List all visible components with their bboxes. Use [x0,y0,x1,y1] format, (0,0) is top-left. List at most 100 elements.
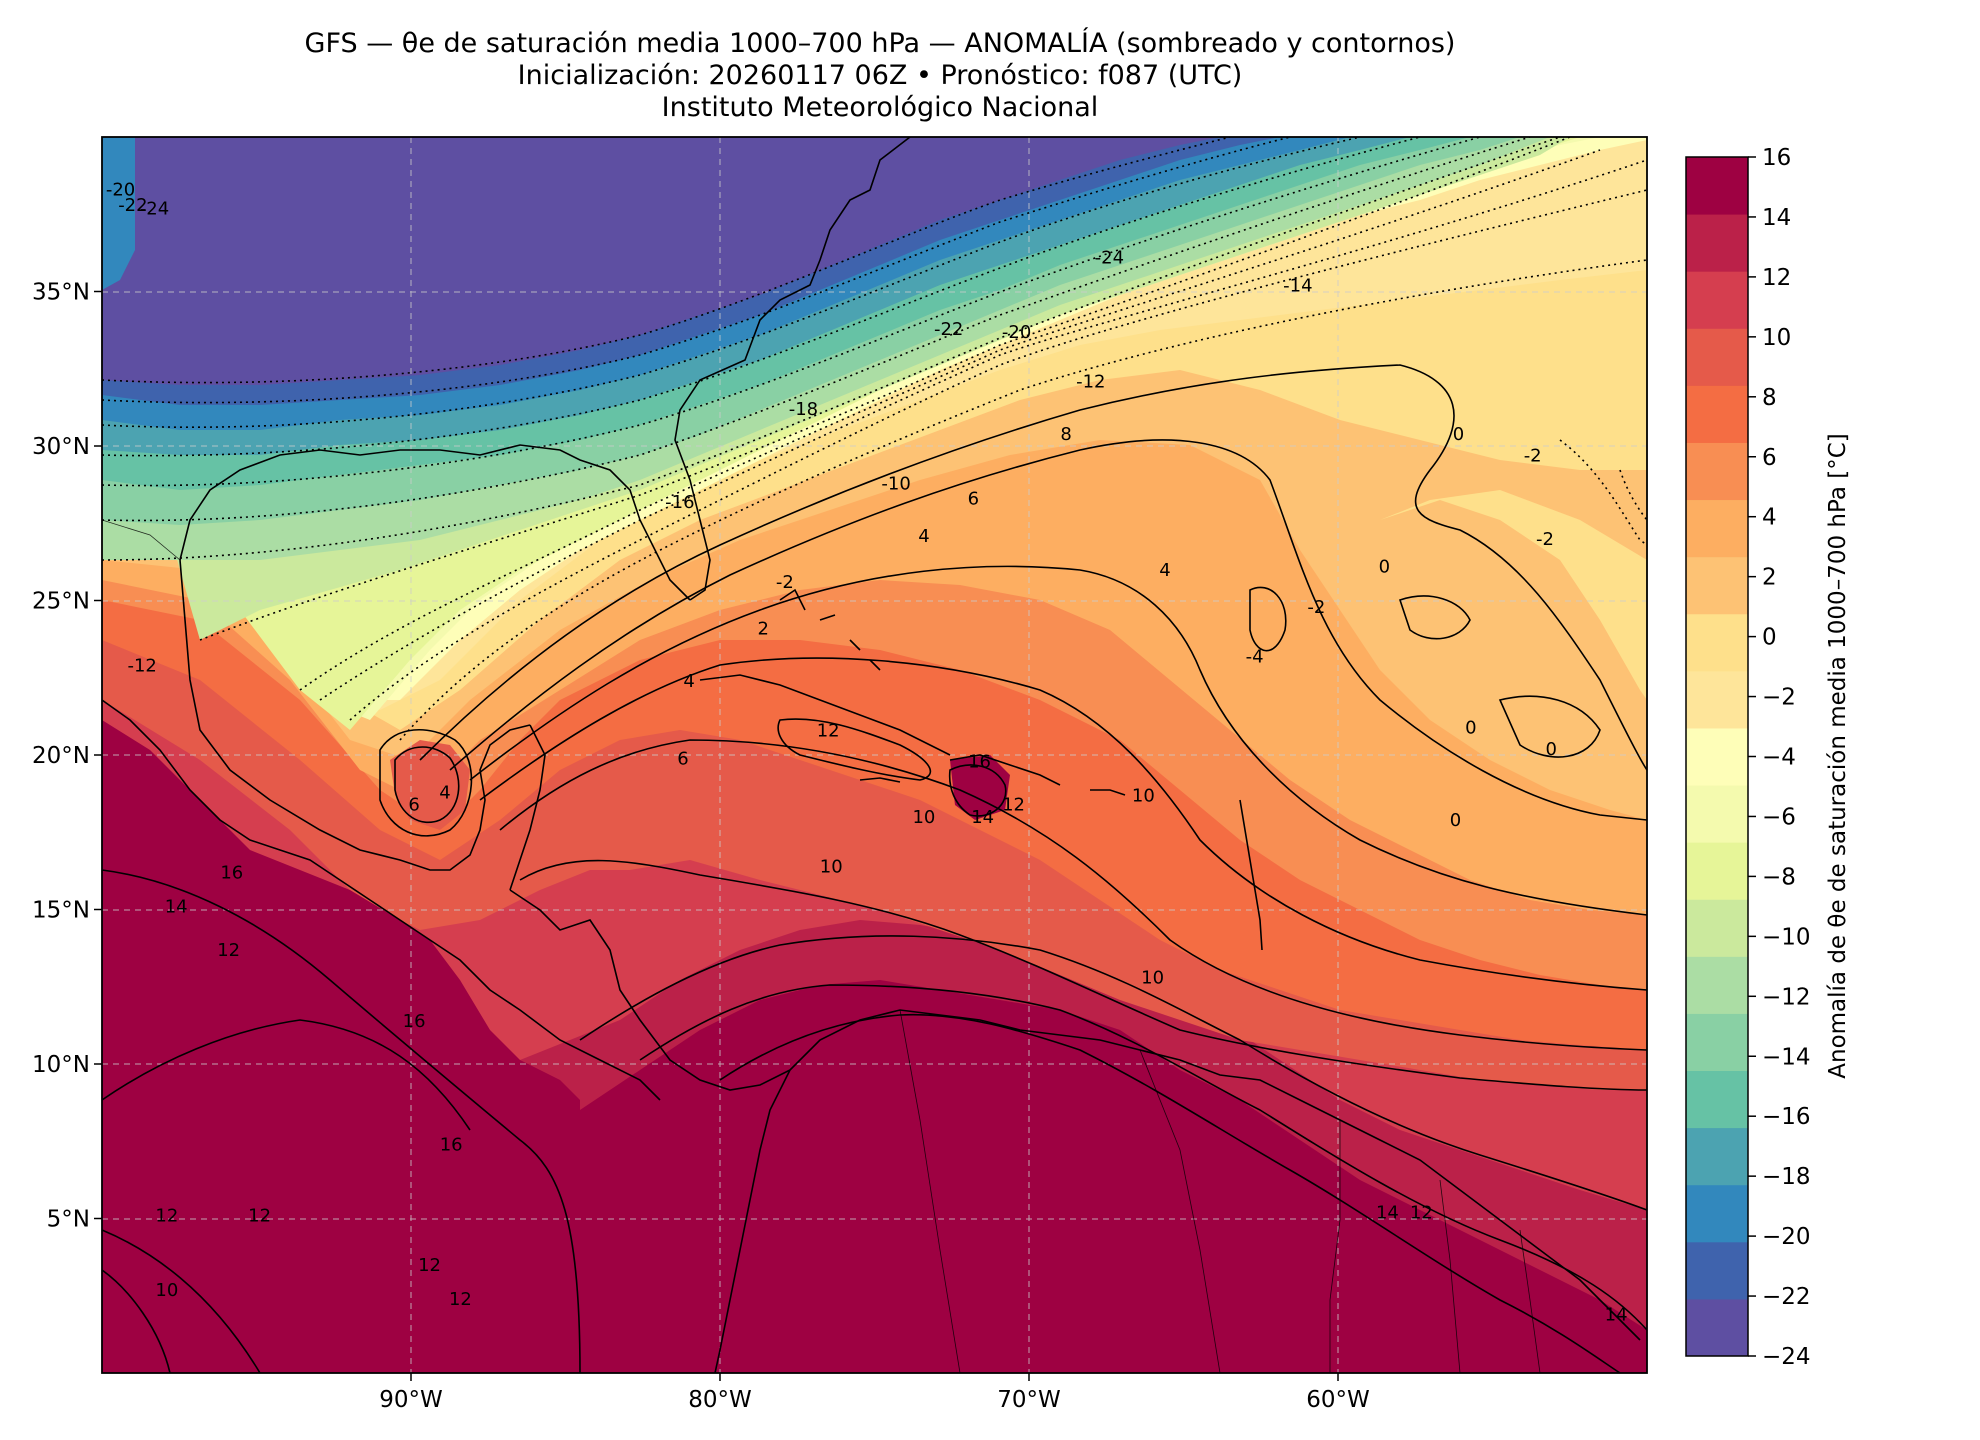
contour-label: 12 [1410,1203,1433,1224]
contour-label: 14 [1605,1304,1628,1325]
colorbar: 16 14 12 10 8 6 4 2 0 −2 −4 −6 −8 −10 −12 −14 −16 −18 −20 −… [1685,145,1851,1370]
colorbar-swatch [1686,1070,1748,1129]
lon-tick-label: 80°W [688,1387,752,1413]
lon-axis: 90°W 80°W 70°W 60°W [379,1373,1370,1413]
colorbar-ticks: 16 14 12 10 8 6 4 2 0 −2 −4 −6 −8 −10 −12 −14 −16 −18 −20 −… [1748,145,1811,1370]
colorbar-swatch [1686,899,1748,957]
shaded-field [102,137,1647,1373]
contour-label: 12 [418,1255,441,1276]
country-borders [102,519,1541,1373]
border-sa-3 [1329,1120,1341,1373]
contour-m22 [102,137,1291,404]
contour-east-0a [1398,595,1471,640]
colorbar-swatch [1686,956,1748,1014]
contour-label: -20 [1002,322,1031,343]
colorbar-tick-label: 12 [1762,265,1791,291]
band-hispaniola-warm [950,755,1010,820]
contour-label: 6 [677,748,688,769]
contour-label: 8 [1060,424,1071,445]
coast-puerto-rico [1090,789,1126,796]
contour-label: -22 [118,195,147,216]
contour-4 [469,565,1647,916]
colorbar-tick-label: 4 [1762,505,1777,531]
contour-label: 6 [968,489,979,510]
contour-label: 14 [971,807,994,828]
border-sa-5 [1519,1229,1541,1373]
contour-label: 14 [1376,1203,1399,1224]
contour-label: 12 [449,1289,472,1310]
contour-label: 10 [1132,785,1155,806]
lat-tick-label: 15°N [32,898,90,924]
contour-pacific-10 [102,1269,171,1373]
border-sa-2 [1139,1049,1221,1373]
contour-label: -12 [1076,371,1105,392]
contour-label: 12 [155,1206,178,1227]
colorbar-swatch [1686,385,1748,443]
colorbar-swatch [1686,271,1748,329]
contour-label: 14 [165,897,188,918]
map-subtitle-init: Inicialización: 20260117 06Z • Pronóstic… [517,60,1243,91]
colorbar-swatch [1686,499,1748,558]
contour-12 [579,935,1647,1211]
map-title: GFS — θe de saturación media 1000–700 hP… [304,28,1456,59]
contour-label: -20 [106,180,135,201]
colorbar-swatch [1686,556,1748,615]
border-us-mexico [102,519,181,561]
contour-label: -14 [1283,276,1312,297]
contour-8 [499,739,1647,1051]
lon-tick-label: 90°W [379,1387,443,1413]
colorbar-swatch [1686,1184,1748,1243]
colorbar-swatch [1686,785,1748,843]
contour-label: 12 [817,720,840,741]
colorbar-swatch [1686,1241,1748,1300]
contour-labels: -20-22-24-24-14-22 -20-12-188-106-1640-2-… [106,180,1628,1326]
contour-label: 16 [220,863,243,884]
contour-hispaniola [948,764,1007,817]
contour-label: -12 [127,656,156,677]
contour-label: 4 [1159,560,1170,581]
contour-label: 16 [403,1011,426,1032]
colorbar-swatch [1686,214,1748,272]
colorbar-tick-label: −2 [1762,685,1796,711]
map-panel: -20-22-24-24-14-22 -20-12-188-106-1640-2-… [32,136,1648,1413]
colorbar-tick-label: −24 [1762,1344,1811,1370]
map-subtitle-institute: Instituto Meteorológico Nacional [661,92,1099,123]
contour-label: 4 [439,782,450,803]
lat-tick-label: 20°N [32,743,90,769]
colorbar-tick-label: −6 [1762,804,1796,830]
coast-florida-gulf [179,444,691,601]
contour-m20 [102,137,1361,428]
contour-label: 12 [1002,795,1025,816]
colorbar-swatch [1686,442,1748,501]
contour-label: 12 [248,1206,271,1227]
colorbar-tick-label: −22 [1762,1284,1811,1310]
contour-label: -24 [1095,248,1124,269]
contour-pacific-12 [102,1229,261,1373]
contour-m12 [102,137,1561,561]
graticule [102,137,1647,1373]
contour-label: 10 [912,807,935,828]
contour-label: 12 [217,940,240,961]
contour-m24 [102,137,1231,384]
colorbar-swatches [1686,157,1748,1357]
contour-label: 0 [1450,810,1461,831]
colorbar-tick-label: −18 [1762,1164,1811,1190]
colorbar-swatch [1686,1127,1748,1186]
contour-m2-sub [1619,469,1647,521]
contour-0 [419,364,1647,771]
coast-us-east [674,137,911,601]
colorbar-swatch [1686,670,1748,729]
colorbar-tick-label: −14 [1762,1044,1811,1070]
contour-m2-main [399,259,1647,741]
contour-2 [449,439,1647,821]
contour-label: 4 [683,671,694,692]
contour-label: -10 [881,473,910,494]
contour-16-main [719,1013,1621,1373]
coast-gulf-mexico [179,559,531,871]
colorbar-tick-label: 2 [1762,565,1777,591]
coast-cuba [699,674,951,756]
coast-central-america [509,889,791,1091]
contour-m4 [349,189,1647,721]
contour-label: 4 [918,526,929,547]
